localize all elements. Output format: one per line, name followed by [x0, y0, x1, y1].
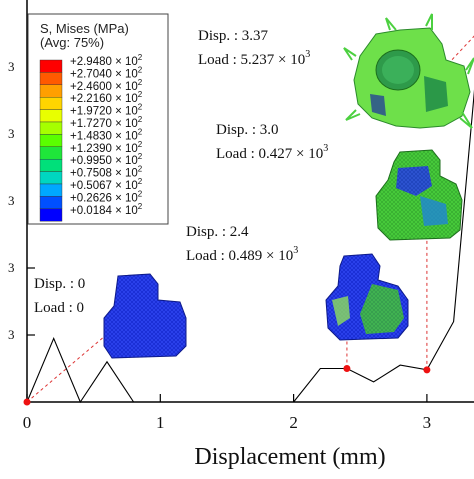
annotation-load: Load : 0.489 × 103 [186, 245, 298, 264]
x-ticks: 0 1 2 3 [23, 394, 431, 432]
annotation-disp: Disp. : 3.37 [198, 28, 269, 44]
data-marker-0 [24, 399, 31, 406]
legend-exponent: 2 [138, 152, 143, 161]
legend-exponent: 2 [138, 165, 143, 174]
legend-exponent: 2 [138, 53, 143, 62]
legend-exponent: 2 [138, 78, 143, 87]
annotation-disp: Disp. : 3.0 [216, 122, 279, 138]
legend-swatch-1 [40, 72, 62, 84]
legend-subtitle: (Avg: 75%) [40, 35, 104, 50]
legend: S, Mises (MPa) (Avg: 75%) +2.9480 × 102+… [28, 14, 168, 224]
legend-value-11: +0.2626 × 102 [70, 189, 143, 204]
specimen-disp-3-37 [344, 14, 474, 128]
connector-0 [27, 330, 112, 402]
legend-swatch-4 [40, 110, 62, 122]
annotation-load: Load : 5.237 × 103 [198, 49, 310, 68]
legend-exponent: 2 [138, 65, 143, 74]
legend-exponent: 2 [138, 177, 143, 186]
legend-exponent: 2 [138, 202, 143, 211]
legend-exponent: 2 [138, 189, 143, 198]
legend-value-12: +0.0184 × 102 [70, 202, 143, 217]
y-tick-label: 3 [8, 260, 15, 275]
legend-value-0: +2.9480 × 102 [70, 53, 143, 68]
legend-swatch-5 [40, 122, 62, 134]
legend-value-7: +1.2390 × 102 [70, 140, 143, 155]
legend-value-5: +1.7270 × 102 [70, 115, 143, 130]
x-tick-label-1: 1 [156, 413, 165, 432]
legend-exponent: 2 [138, 127, 143, 136]
legend-swatch-6 [40, 134, 62, 146]
legend-value-10: +0.5067 × 102 [70, 177, 143, 192]
legend-value-4: +1.9720 × 102 [70, 103, 143, 118]
annotation-load: Load : 0.427 × 103 [216, 143, 328, 162]
y-tick-label: 3 [8, 59, 15, 74]
y-tick-label: 3 [8, 193, 15, 208]
legend-value-9: +0.7508 × 102 [70, 165, 143, 180]
data-marker-1 [343, 365, 350, 372]
y-tick-label: 3 [8, 126, 15, 141]
legend-swatch-12 [40, 209, 62, 221]
legend-title: S, Mises (MPa) [40, 21, 129, 36]
specimen-disp-3-0 [376, 150, 462, 240]
x-axis-label: Displacement (mm) [194, 444, 385, 470]
annotation-disp: Disp. : 0 [34, 276, 85, 292]
annotation-3: Disp. : 3.37 Load : 5.237 × 103 [198, 28, 310, 68]
annotation-load-exponent: 3 [293, 245, 298, 256]
specimen-disp-0 [104, 274, 186, 358]
annotation-disp: Disp. : 2.4 [186, 224, 249, 240]
legend-swatch-8 [40, 159, 62, 171]
annotation-load: Load : 0 [34, 300, 84, 316]
specimen-disp-2-4 [326, 254, 408, 340]
connector-3 [448, 27, 474, 64]
legend-swatch-0 [40, 60, 62, 72]
annotation-load-exponent: 3 [323, 143, 328, 154]
legend-exponent: 2 [138, 140, 143, 149]
legend-exponent: 2 [138, 103, 143, 112]
annotation-load-exponent: 3 [305, 49, 310, 60]
legend-swatch-3 [40, 97, 62, 109]
x-tick-label-3: 3 [423, 413, 432, 432]
legend-value-8: +0.9950 × 102 [70, 152, 143, 167]
legend-value-2: +2.4600 × 102 [70, 78, 143, 93]
annotation-2: Disp. : 3.0 Load : 0.427 × 103 [216, 122, 328, 162]
legend-value-3: +2.2160 × 102 [70, 90, 143, 105]
legend-swatch-9 [40, 172, 62, 184]
legend-exponent: 2 [138, 115, 143, 124]
x-tick-label-0: 0 [23, 413, 32, 432]
legend-swatch-2 [40, 85, 62, 97]
annotation-1: Disp. : 2.4 Load : 0.489 × 103 [186, 224, 298, 264]
legend-swatch-10 [40, 184, 62, 196]
y-tick-label: 3 [8, 327, 15, 342]
legend-value-1: +2.7040 × 102 [70, 65, 143, 80]
x-tick-label-2: 2 [289, 413, 298, 432]
legend-swatch-11 [40, 196, 62, 208]
data-marker-2 [423, 366, 430, 373]
legend-swatch-7 [40, 147, 62, 159]
legend-exponent: 2 [138, 90, 143, 99]
legend-value-6: +1.4830 × 102 [70, 127, 143, 142]
legend-entries: +2.9480 × 102+2.7040 × 102+2.4600 × 102+… [40, 53, 143, 221]
annotation-0: Disp. : 0 Load : 0 [34, 276, 85, 316]
